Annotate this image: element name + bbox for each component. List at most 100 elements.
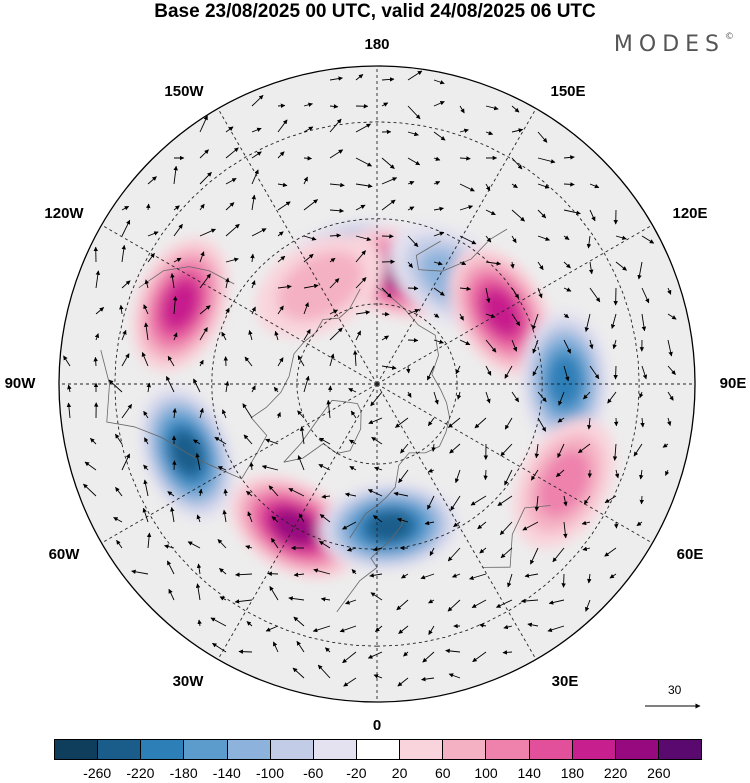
wind-arrow — [251, 385, 256, 393]
wind-arrow — [318, 464, 331, 471]
colorbar-cell — [355, 740, 400, 759]
wind-arrow — [401, 573, 409, 579]
anomaly-band — [162, 280, 200, 330]
wind-arrow — [167, 491, 175, 497]
wind-arrow — [427, 495, 435, 510]
wind-arrow — [395, 417, 409, 428]
colorbar-cell — [269, 740, 313, 759]
wind-arrow — [173, 223, 183, 237]
wind-arrow — [537, 209, 547, 219]
colorbar-cell — [183, 740, 227, 759]
wind-arrow — [381, 199, 396, 211]
wind-arrow — [292, 667, 305, 679]
wind-arrow — [586, 235, 592, 249]
wind-arrow — [373, 674, 383, 679]
wind-arrow — [381, 77, 395, 82]
wind-arrow — [532, 365, 539, 377]
wind-arrow — [235, 572, 253, 577]
colorbar-ticks: -260 -220 -180 -140 -100 -60 -20 20 60 100 140 180 2… — [54, 765, 702, 783]
wind-arrow — [121, 219, 131, 237]
colorbar-tick-label: -60 — [303, 765, 324, 781]
wind-arrow — [470, 495, 487, 506]
wind-arrow — [288, 596, 305, 601]
wind-arrow — [537, 183, 550, 189]
wind-arrow — [324, 647, 331, 653]
wind-arrow — [348, 388, 357, 393]
colorbar-tick-label: -220 — [126, 765, 155, 781]
wind-arrow — [246, 621, 253, 627]
wind-arrow — [317, 664, 331, 679]
wind-arrow — [563, 182, 575, 187]
wind-arrow — [499, 521, 513, 536]
wind-arrow — [448, 417, 461, 428]
wind-arrow — [144, 437, 149, 445]
wind-arrow — [459, 128, 469, 133]
wind-arrow — [407, 70, 423, 81]
wind-arrow — [355, 183, 373, 189]
lon-label-120w: 120W — [44, 205, 84, 222]
wind-arrow — [246, 490, 253, 497]
wind-arrow — [141, 351, 149, 367]
wind-arrow — [459, 235, 477, 245]
wind-arrow — [349, 439, 357, 445]
wind-arrow — [563, 339, 572, 354]
wind-arrow — [342, 651, 357, 664]
colorbar-tick-label: 180 — [560, 765, 585, 781]
wind-arrow — [108, 379, 123, 393]
wind-arrow — [199, 115, 208, 133]
wind-arrow — [511, 287, 520, 299]
wind-arrow — [407, 131, 419, 137]
wind-arrow — [193, 378, 201, 393]
wind-arrow — [329, 118, 342, 133]
wind-arrow — [511, 128, 524, 133]
wind-arrow — [615, 235, 627, 240]
wind-arrow — [477, 521, 487, 530]
wind-arrow — [303, 199, 318, 211]
wind-arrow — [223, 488, 228, 497]
lon-label-90w: 90W — [4, 375, 36, 392]
wind-arrow — [563, 495, 568, 507]
anomaly-center-negative — [319, 482, 460, 571]
wind-arrow — [511, 391, 520, 403]
wind-arrow — [615, 261, 627, 271]
wind-arrow — [407, 261, 413, 268]
wind-arrow — [393, 491, 409, 497]
wind-arrow — [84, 461, 97, 471]
wind-arrow — [329, 353, 335, 367]
wind-arrow — [433, 313, 440, 318]
wind-arrow — [485, 313, 496, 318]
coastline-segment — [349, 287, 451, 539]
wind-arrow — [586, 417, 592, 430]
lon-label-30e: 30E — [551, 673, 579, 690]
wind-arrow — [355, 74, 364, 81]
wind-arrow — [303, 102, 313, 107]
wind-arrow — [119, 304, 124, 315]
wind-arrow — [170, 506, 175, 523]
wind-arrow — [313, 568, 331, 575]
anomaly-band — [277, 251, 363, 321]
wind-arrow — [428, 599, 435, 604]
wind-arrow — [459, 156, 471, 161]
wind-arrow — [67, 384, 72, 393]
wind-arrow — [217, 466, 227, 471]
wind-arrow — [146, 382, 151, 393]
wind-arrow — [196, 563, 202, 575]
wind-arrow — [537, 261, 544, 271]
wind-arrow — [199, 171, 212, 185]
wind-arrow — [485, 105, 499, 111]
wind-arrow — [495, 599, 513, 608]
wind-arrow — [265, 625, 279, 632]
wind-arrow — [83, 483, 97, 497]
wind-arrow — [131, 569, 149, 575]
coastline-segment — [138, 266, 235, 289]
wind-arrow — [483, 469, 488, 481]
wind-arrow — [147, 176, 157, 185]
wind-arrow — [429, 547, 435, 557]
colorbar-cell — [657, 740, 702, 759]
lon-label-30w: 30W — [172, 673, 204, 690]
wind-arrow — [221, 331, 227, 341]
wind-arrow — [277, 119, 288, 133]
wind-arrow — [459, 313, 464, 321]
wind-arrow — [251, 151, 262, 159]
wind-arrow — [454, 469, 461, 484]
